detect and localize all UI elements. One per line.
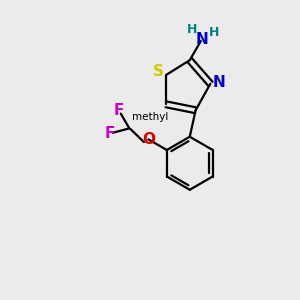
Text: F: F <box>104 126 115 141</box>
Text: H: H <box>188 23 198 36</box>
Text: O: O <box>142 132 155 147</box>
Text: N: N <box>212 75 225 90</box>
Text: F: F <box>114 103 124 118</box>
Text: S: S <box>152 64 164 80</box>
Text: H: H <box>209 26 219 39</box>
Text: methyl: methyl <box>132 112 168 122</box>
Text: N: N <box>196 32 208 47</box>
